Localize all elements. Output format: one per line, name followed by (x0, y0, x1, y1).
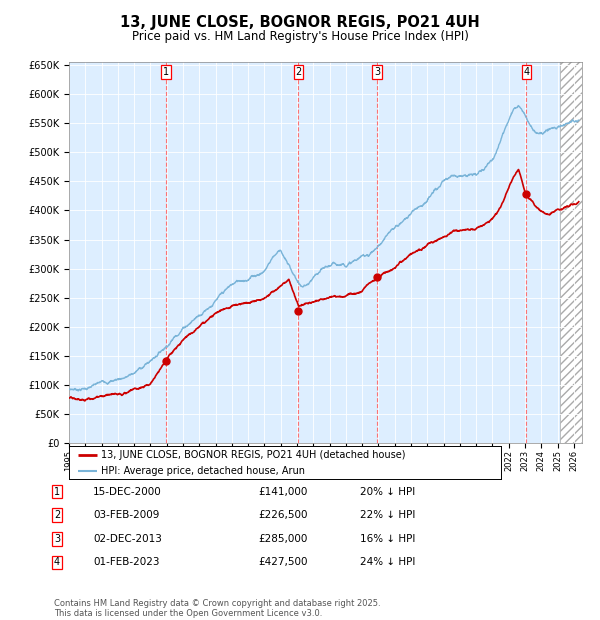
Text: 22% ↓ HPI: 22% ↓ HPI (360, 510, 415, 520)
Text: Contains HM Land Registry data © Crown copyright and database right 2025.
This d: Contains HM Land Registry data © Crown c… (54, 599, 380, 618)
Bar (560, 36, 582, 443)
Text: 1: 1 (163, 67, 169, 77)
Text: Price paid vs. HM Land Registry's House Price Index (HPI): Price paid vs. HM Land Registry's House … (131, 30, 469, 43)
Text: £285,000: £285,000 (258, 534, 307, 544)
Point (521, 190, 531, 200)
Text: 2: 2 (295, 67, 302, 77)
Text: 16% ↓ HPI: 16% ↓ HPI (360, 534, 415, 544)
Text: £427,500: £427,500 (258, 557, 308, 567)
Text: 15-DEC-2000: 15-DEC-2000 (93, 487, 162, 497)
Point (373, 272, 382, 282)
Text: 2: 2 (54, 510, 60, 520)
Text: £141,000: £141,000 (258, 487, 307, 497)
Text: 03-FEB-2009: 03-FEB-2009 (93, 510, 160, 520)
Text: 01-FEB-2023: 01-FEB-2023 (93, 557, 160, 567)
Text: 02-DEC-2013: 02-DEC-2013 (93, 534, 162, 544)
Text: £226,500: £226,500 (258, 510, 308, 520)
Text: 3: 3 (374, 67, 380, 77)
Point (293, 306, 303, 316)
Text: 4: 4 (523, 67, 530, 77)
Text: HPI: Average price, detached house, Arun: HPI: Average price, detached house, Arun (101, 466, 305, 476)
Text: 13, JUNE CLOSE, BOGNOR REGIS, PO21 4UH (detached house): 13, JUNE CLOSE, BOGNOR REGIS, PO21 4UH (… (101, 450, 406, 461)
Point (161, 356, 171, 366)
Text: 1: 1 (54, 487, 60, 497)
Text: 3: 3 (54, 534, 60, 544)
Text: 24% ↓ HPI: 24% ↓ HPI (360, 557, 415, 567)
Text: 13, JUNE CLOSE, BOGNOR REGIS, PO21 4UH: 13, JUNE CLOSE, BOGNOR REGIS, PO21 4UH (120, 16, 480, 30)
Text: 4: 4 (54, 557, 60, 567)
Text: 20% ↓ HPI: 20% ↓ HPI (360, 487, 415, 497)
